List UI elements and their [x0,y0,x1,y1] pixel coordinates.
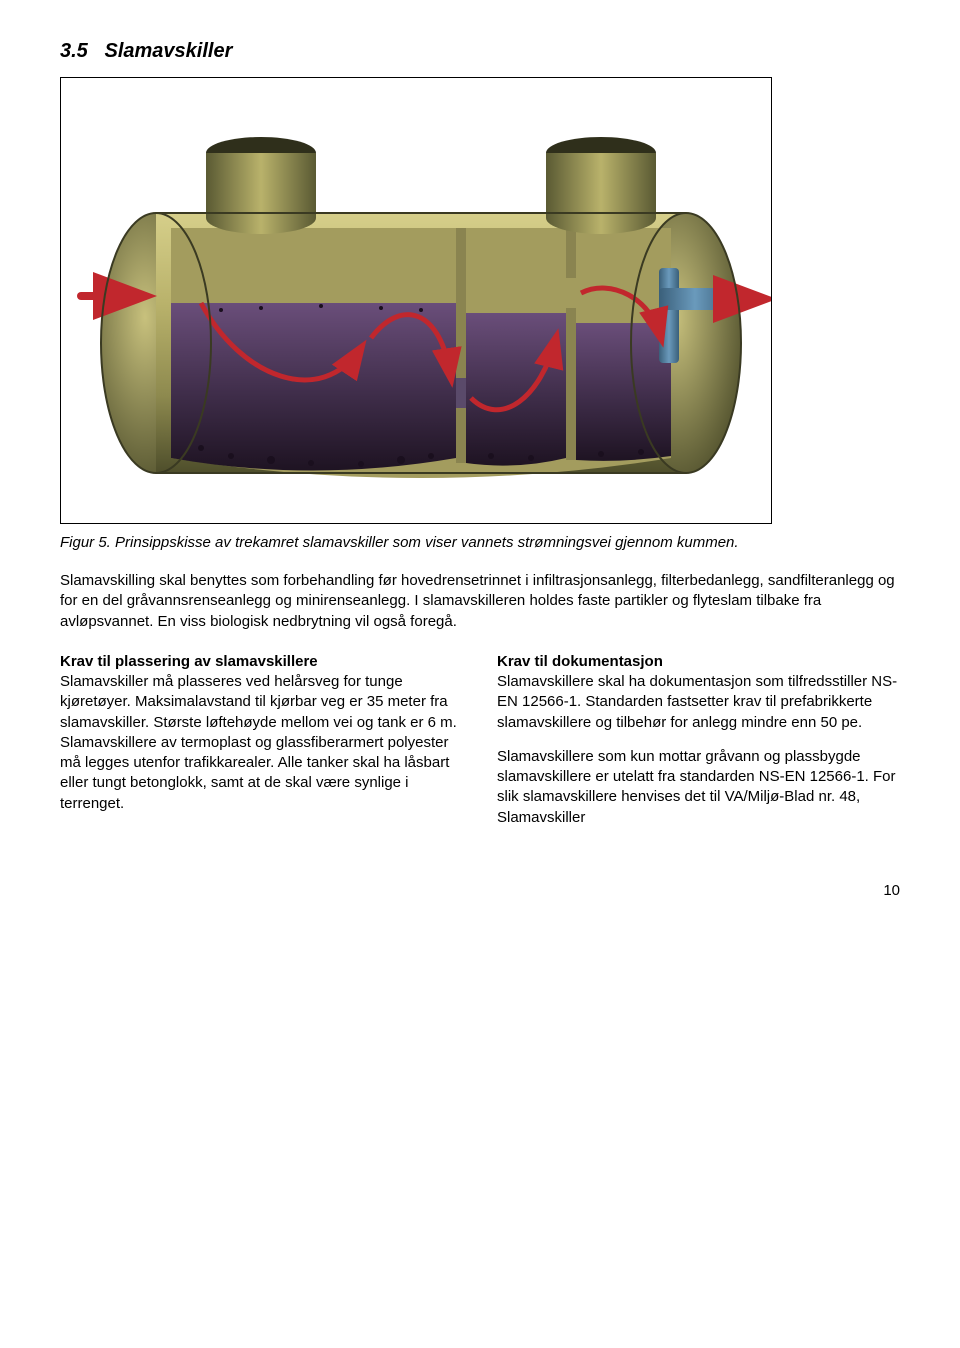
left-col-body: Slamavskiller må plasseres ved helårsveg… [60,673,457,812]
left-column: Krav til plassering av slamavskillere Sl… [60,652,463,842]
right-col-heading: Krav til dokumentasjon [497,653,663,670]
section-heading: 3.5 Slamavskiller [60,40,900,63]
two-column-layout: Krav til plassering av slamavskillere Sl… [60,652,900,842]
right-column: Krav til dokumentasjon Slamavskillere sk… [497,652,900,842]
section-number: 3.5 [60,40,88,62]
figure-slamavskiller [60,77,772,524]
right-col-body1: Slamavskillere skal ha dokumentasjon som… [497,673,897,731]
tank-diagram-svg [61,78,771,523]
page-number: 10 [60,882,900,899]
intro-paragraph: Slamavskilling skal benyttes som forbeha… [60,571,900,632]
left-col-heading: Krav til plassering av slamavskillere [60,653,318,670]
right-col-body2: Slamavskillere som kun mottar gråvann og… [497,747,900,828]
figure-caption: Figur 5. Prinsippskisse av trekamret sla… [60,534,900,551]
section-title-text: Slamavskiller [104,40,232,62]
